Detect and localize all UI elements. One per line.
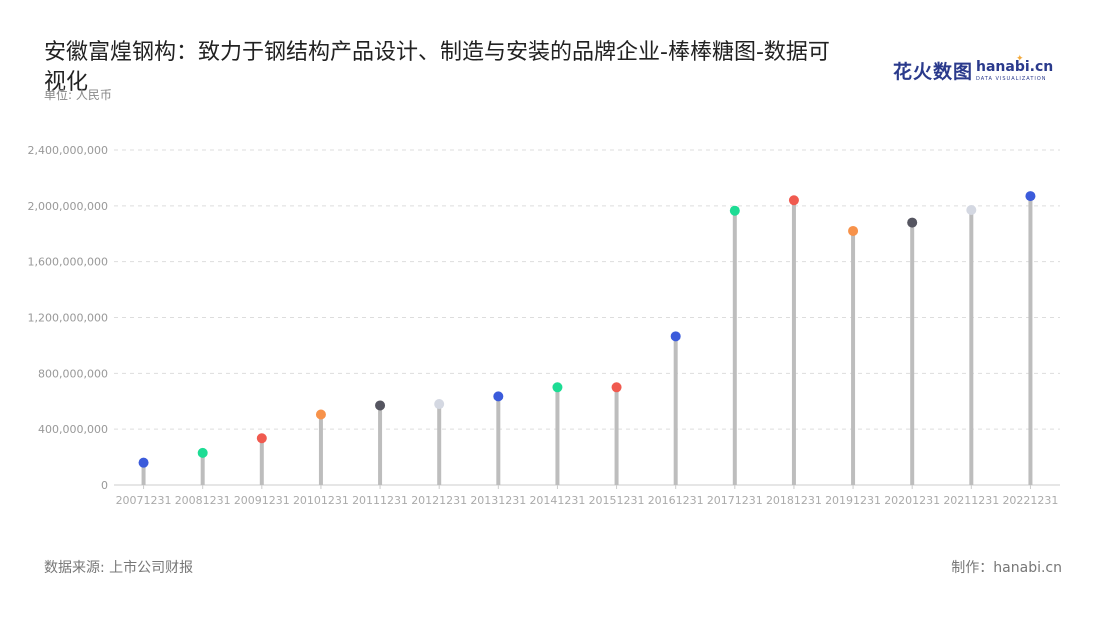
data-source: 数据来源: 上市公司财报	[44, 560, 194, 576]
chart-title: 安徽富煌钢构：致力于钢结构产品设计、制造与安装的品牌企业-棒棒糖图-数据可视化	[44, 40, 830, 95]
x-tick-label: 20151231	[589, 494, 645, 507]
lollipop-dot	[197, 447, 208, 458]
grid-lines	[114, 149, 1060, 430]
lollipop-dots	[138, 191, 1036, 468]
y-tick-label: 2,400,000,000	[28, 144, 108, 157]
x-tick-label: 20181231	[766, 494, 822, 507]
y-tick-label: 400,000,000	[38, 423, 108, 436]
x-tick-label: 20211231	[943, 494, 999, 507]
lollipop-dot	[315, 409, 326, 420]
credit-text: 制作：hanabi.cn	[951, 560, 1062, 576]
lollipop-stems	[141, 196, 1033, 485]
x-tick-label: 20091231	[234, 494, 290, 507]
x-tick-label: 20201231	[884, 494, 940, 507]
lollipop-dot	[434, 399, 445, 410]
x-tick-label: 20221231	[1002, 494, 1058, 507]
x-tick-label: 20161231	[648, 494, 704, 507]
lollipop-dot	[256, 433, 267, 444]
lollipop-dot	[1025, 191, 1036, 202]
lollipop-dot	[966, 205, 977, 216]
x-tick-label: 20111231	[352, 494, 408, 507]
x-tick-label: 20101231	[293, 494, 349, 507]
lollipop-dot	[375, 400, 386, 411]
x-tick-label: 20131231	[470, 494, 526, 507]
x-tick-label: 20071231	[116, 494, 172, 507]
lollipop-dot	[611, 382, 622, 393]
y-tick-label: 2,000,000,000	[28, 200, 108, 213]
x-tick-label: 20121231	[411, 494, 467, 507]
x-tick-label: 20191231	[825, 494, 881, 507]
y-tick-label: 1,600,000,000	[28, 256, 108, 269]
logo-en-text: hanabi.cn	[976, 59, 1054, 75]
y-tick-label: 800,000,000	[38, 367, 108, 380]
y-axis-ticks: 0 400,000,000 800,000,000 1,200,000,000 1,60…	[28, 144, 108, 492]
lollipop-dot	[729, 205, 740, 216]
y-tick-label: 1,200,000,000	[28, 312, 108, 325]
lollipop-dot	[552, 382, 563, 393]
x-tick-label: 20081231	[175, 494, 231, 507]
logo-sub-text: DATA VISUALIZATION	[976, 76, 1047, 82]
lollipop-dot	[788, 195, 799, 206]
lollipop-dot	[670, 331, 681, 342]
x-axis-ticks: 20071231 20081231 20091231 20101231 20111231…	[116, 485, 1058, 507]
lollipop-dot	[848, 225, 859, 236]
unit-label: 单位: 人民币	[44, 88, 112, 102]
x-tick-label: 20171231	[707, 494, 763, 507]
lollipop-dot	[907, 217, 918, 228]
lollipop-dot	[138, 457, 149, 468]
logo-cn-text: 花火数图	[893, 61, 974, 83]
sparkle-icon: ✦	[1016, 54, 1024, 64]
x-tick-label: 20141231	[529, 494, 585, 507]
lollipop-dot	[493, 391, 504, 402]
y-tick-label: 0	[101, 479, 108, 492]
